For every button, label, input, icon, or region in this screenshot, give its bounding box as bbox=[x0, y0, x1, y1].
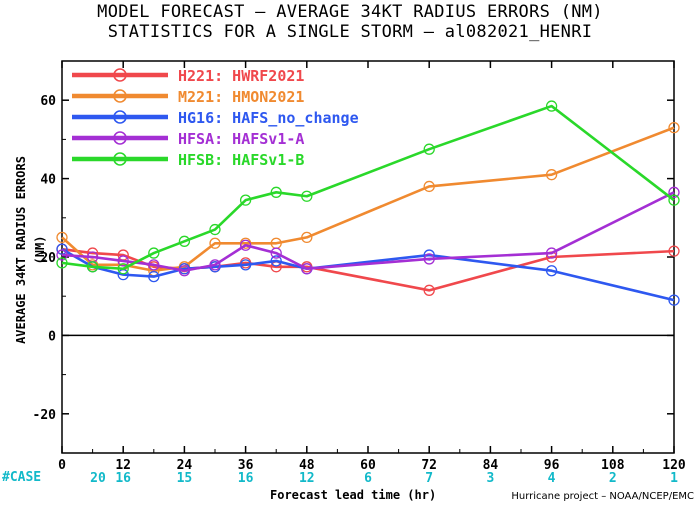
data-point bbox=[209, 237, 221, 249]
y-tick-label: 60 bbox=[40, 94, 56, 109]
data-point bbox=[545, 247, 558, 259]
data-point bbox=[423, 284, 435, 296]
data-point bbox=[270, 247, 282, 259]
case-count: 4 bbox=[548, 471, 556, 486]
case-count: 16 bbox=[238, 471, 254, 486]
x-tick-label: 120 bbox=[662, 458, 686, 473]
data-point bbox=[301, 190, 313, 202]
series-line bbox=[61, 104, 675, 271]
chart-title: MODEL FORECAST – AVERAGE 34KT RADIUS ERR… bbox=[97, 2, 603, 22]
credit-text: Hurricane project – NOAA/NCEP/EMC bbox=[511, 491, 694, 502]
case-count: 3 bbox=[486, 471, 494, 486]
legend-entry-5: HFSB: HAFSv1-B bbox=[72, 151, 304, 169]
case-count: 16 bbox=[115, 471, 131, 486]
x-tick-label: 24 bbox=[177, 458, 193, 473]
case-count: 20 bbox=[90, 471, 106, 486]
data-point bbox=[668, 294, 680, 306]
data-point bbox=[56, 243, 68, 255]
chart-subtitle: STATISTICS FOR A SINGLE STORM – al082021… bbox=[107, 22, 593, 42]
legend-entry-4: HFSA: HAFSv1-A bbox=[72, 130, 304, 148]
data-point bbox=[423, 180, 435, 193]
x-tick-label: 108 bbox=[601, 458, 625, 473]
y-tick-label: 20 bbox=[40, 251, 56, 266]
data-point bbox=[56, 249, 68, 261]
legend-marker bbox=[113, 110, 127, 124]
legend-marker bbox=[113, 68, 127, 82]
data-point bbox=[117, 263, 129, 275]
legend-label: M221: HMON2021 bbox=[178, 88, 304, 106]
y-tick-label: 40 bbox=[40, 173, 56, 188]
data-point bbox=[301, 263, 313, 275]
data-point bbox=[148, 247, 160, 259]
case-count: 2 bbox=[609, 471, 617, 486]
legend-label: HFSB: HAFSv1-B bbox=[178, 151, 304, 169]
data-point bbox=[301, 231, 313, 244]
series-line bbox=[61, 191, 675, 273]
data-point bbox=[56, 231, 68, 244]
case-count: 12 bbox=[299, 471, 315, 486]
x-axis-label: Forecast lead time (hr) bbox=[270, 488, 437, 502]
y-tick-label: 0 bbox=[48, 329, 56, 344]
legend-entry-3: HG16: HAFS_no_change bbox=[72, 109, 359, 127]
data-point bbox=[239, 194, 252, 206]
data-point bbox=[56, 257, 68, 269]
data-point bbox=[668, 121, 680, 134]
legend-entry-2: M221: HMON2021 bbox=[72, 88, 304, 106]
data-point bbox=[148, 259, 160, 271]
case-count: 1 bbox=[670, 471, 678, 486]
data-point bbox=[117, 255, 129, 267]
x-tick-label: 36 bbox=[238, 458, 254, 473]
series-4 bbox=[56, 186, 680, 277]
data-point bbox=[545, 100, 558, 112]
data-point bbox=[209, 259, 221, 271]
data-point bbox=[423, 253, 435, 265]
data-point bbox=[423, 143, 435, 155]
legend-marker bbox=[113, 131, 127, 145]
data-point bbox=[148, 270, 160, 283]
legend-label: HG16: HAFS_no_change bbox=[178, 109, 359, 127]
legend-label: H221: HWRF2021 bbox=[178, 67, 304, 85]
x-tick-label: 0 bbox=[58, 458, 66, 473]
y-axis-label-wrap: AVERAGE 34KT RADIUS ERRORS (NM) bbox=[10, 150, 47, 350]
data-point bbox=[209, 223, 221, 236]
data-point bbox=[668, 186, 680, 198]
x-tick-label: 96 bbox=[544, 458, 560, 473]
data-point bbox=[668, 245, 680, 257]
data-point bbox=[545, 169, 558, 181]
x-tick-label: 60 bbox=[360, 458, 376, 473]
case-count: 6 bbox=[364, 471, 372, 486]
legend-marker bbox=[113, 89, 127, 103]
case-count-label: #CASE bbox=[2, 470, 42, 485]
data-point bbox=[270, 186, 282, 198]
plot-frame bbox=[61, 60, 675, 454]
x-tick-label: 48 bbox=[299, 458, 315, 473]
data-point bbox=[178, 265, 191, 277]
data-point bbox=[545, 265, 558, 277]
data-point bbox=[239, 239, 252, 251]
legend-marker bbox=[113, 152, 127, 166]
y-tick-label: -20 bbox=[33, 408, 57, 423]
series-line bbox=[61, 126, 675, 273]
data-point bbox=[270, 255, 282, 267]
data-point bbox=[239, 259, 252, 271]
legend-label: HFSA: HAFSv1-A bbox=[178, 130, 304, 148]
x-tick-label: 84 bbox=[483, 458, 499, 473]
legend-entry-1: H221: HWRF2021 bbox=[72, 67, 304, 85]
data-point bbox=[668, 194, 680, 206]
case-count: 7 bbox=[425, 471, 433, 486]
data-point bbox=[178, 235, 191, 247]
x-tick-label: 72 bbox=[421, 458, 437, 473]
case-count: 15 bbox=[177, 471, 193, 486]
data-point bbox=[86, 261, 99, 273]
series-5 bbox=[56, 100, 680, 275]
x-tick-label: 12 bbox=[115, 458, 131, 473]
series-2 bbox=[56, 121, 680, 277]
